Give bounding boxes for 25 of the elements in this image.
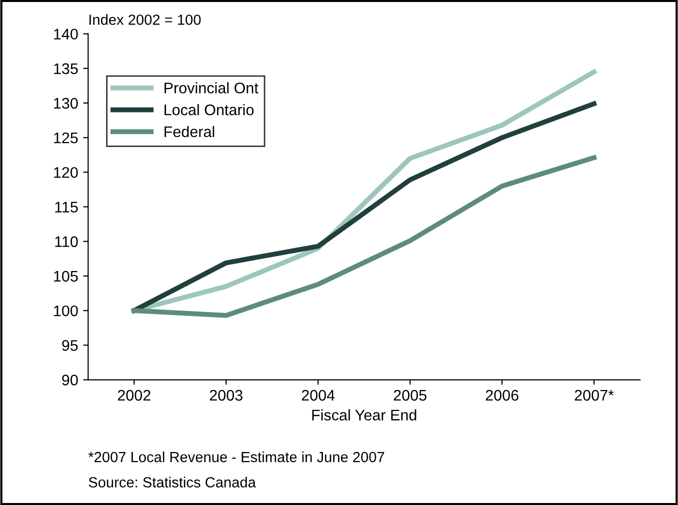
legend-label: Local Ontario <box>164 104 254 116</box>
x-tick-label: 2007* <box>574 390 614 401</box>
x-tick-label: 2003 <box>210 390 242 401</box>
y-tick-label: 120 <box>54 167 78 178</box>
y-tick-label: 140 <box>54 28 78 40</box>
y-tick-label: 95 <box>62 340 78 351</box>
y-tick-label: 130 <box>54 98 78 109</box>
line-series <box>132 155 596 318</box>
y-tick-label: 105 <box>54 270 78 282</box>
x-tick-label: 2004 <box>302 390 335 401</box>
x-tick-label: 2002 <box>118 390 150 401</box>
y-tick-label: 110 <box>55 236 78 248</box>
legend-label: Federal <box>164 126 214 138</box>
legend-label: Provincial Ont <box>164 82 258 94</box>
x-axis-title: Fiscal Year End <box>312 409 416 420</box>
y-tick-label: 90 <box>62 374 78 386</box>
y-tick-label: 100 <box>54 305 78 316</box>
source-note: Source: Statistics Canada <box>88 476 256 488</box>
text: *2007 Local Revenue - Estimate in June 2007 <box>88 452 384 462</box>
y-axis-title: Index 2002 = 100 <box>89 14 201 25</box>
x-tick-label: 2006 <box>486 390 518 401</box>
y-tick-label: 125 <box>54 132 78 144</box>
y-tick-label: 135 <box>54 63 78 74</box>
x-tick-label: 2005 <box>394 390 426 401</box>
y-tick-label: 115 <box>55 202 78 212</box>
